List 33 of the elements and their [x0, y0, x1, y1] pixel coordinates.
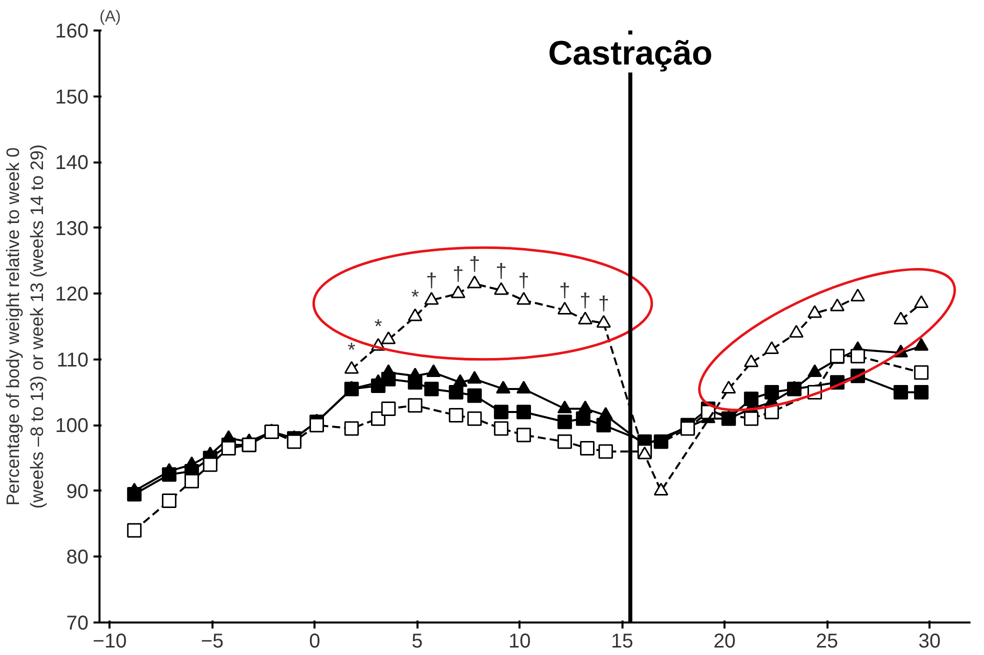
y-axis-title: Percentage of body weight relative to week 0 (weeks –8 to 13) or week 13 (weeks 14 to 29) [3, 144, 48, 509]
y-tick-label: 140 [55, 152, 89, 174]
x-tick-label: 25 [816, 630, 838, 652]
chart-title: (A) [100, 8, 121, 26]
y-tick-label: 80 [66, 546, 89, 569]
ref-line-label: Castração [548, 34, 713, 72]
y-tick-label: 130 [55, 218, 89, 240]
annotation: † [452, 264, 464, 286]
y-tick-label: 90 [66, 480, 89, 503]
x-tick-label: 10 [508, 630, 531, 652]
x-tick-label: 30 [918, 630, 941, 652]
annotation: † [426, 270, 438, 292]
y-tick-label: 70 [66, 612, 89, 634]
x-tick-label: 5 [412, 630, 423, 652]
x-tick-label: 0 [309, 630, 320, 652]
x-tick-label: 20 [713, 630, 736, 652]
annotation: † [580, 290, 591, 312]
annotation: * [348, 339, 356, 362]
annotation: † [496, 260, 507, 282]
annotation: † [518, 270, 530, 292]
x-tick-label: −5 [200, 630, 224, 652]
annotation: † [468, 254, 480, 276]
x-tick-label: −10 [92, 630, 127, 652]
y-tick-label: 120 [55, 284, 89, 306]
annotation: † [559, 280, 570, 302]
annotation: * [374, 316, 382, 338]
y-tick-label: 160 [55, 20, 89, 42]
x-tick-label: 15 [610, 630, 634, 652]
y-tick-label: 150 [55, 86, 89, 108]
annotation: † [598, 293, 610, 316]
y-tick-label: 100 [55, 415, 89, 438]
annotation: * [411, 286, 420, 309]
y-tick-label: 110 [56, 349, 89, 372]
